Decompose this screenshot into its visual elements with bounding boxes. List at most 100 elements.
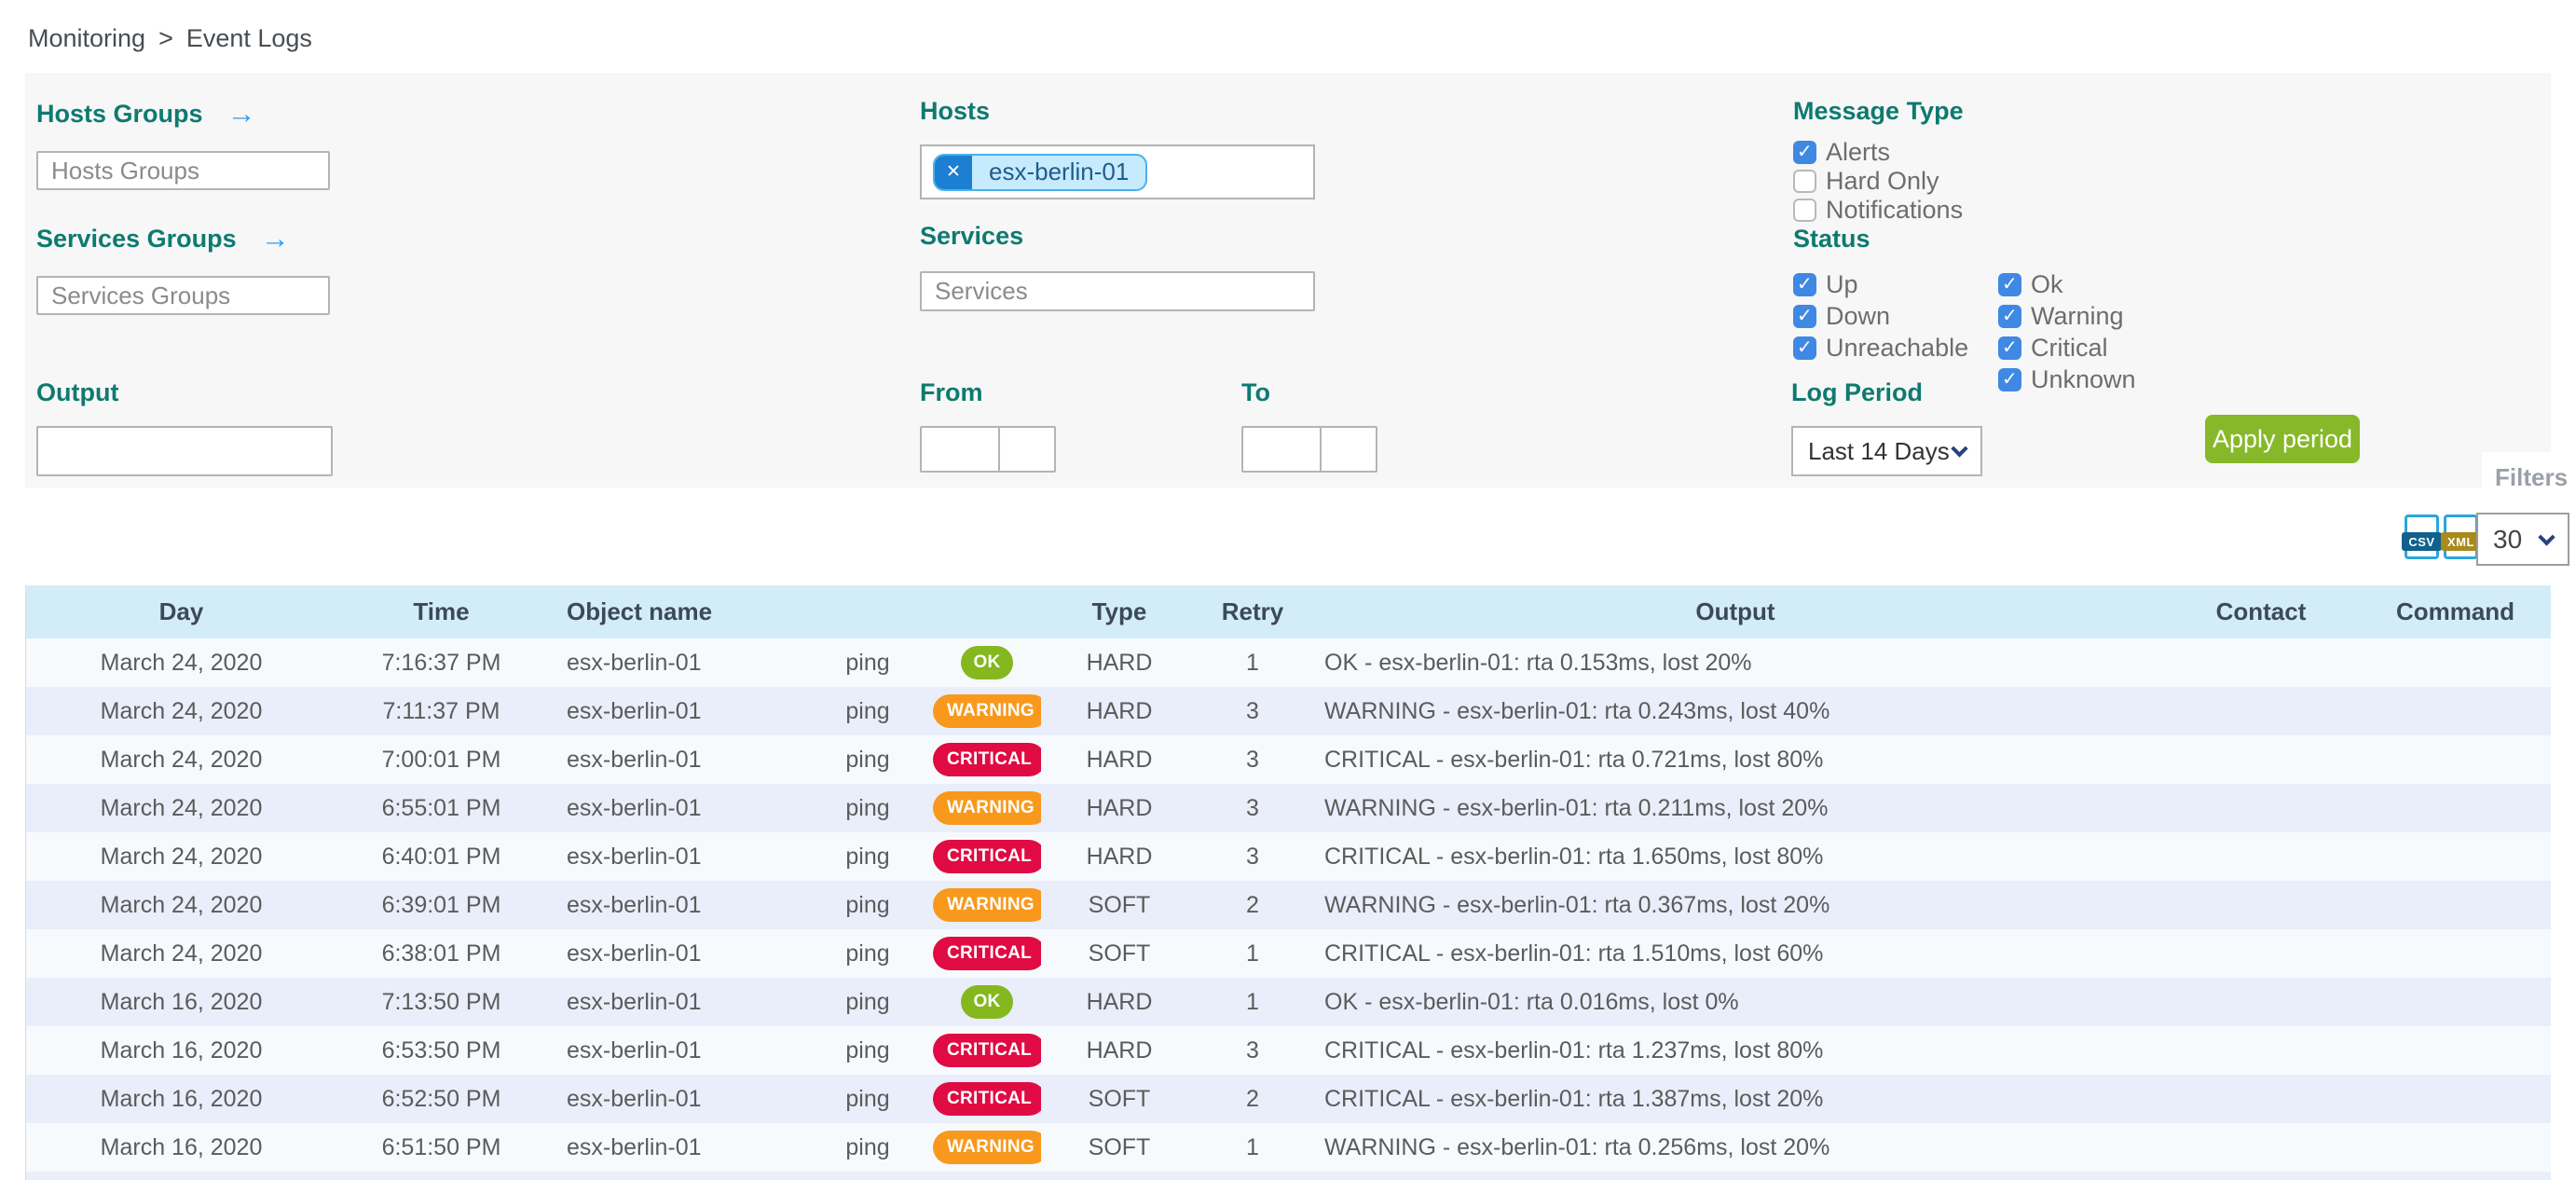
- checkbox-hard-only[interactable]: Hard Only: [1793, 167, 1964, 196]
- cell-time: 7:11:37 PM: [382, 697, 500, 724]
- cell-object-name: esx-berlin-01: [567, 794, 702, 821]
- cell-status: WARNING: [933, 888, 1041, 922]
- hosts-input[interactable]: ✕ esx-berlin-01: [920, 144, 1315, 199]
- cell-output: WARNING - esx-berlin-01: rta 0.211ms, lo…: [1324, 794, 1829, 821]
- cell-day: March 24, 2020: [100, 649, 263, 676]
- cell-day: March 24, 2020: [100, 697, 263, 724]
- checkbox-unreachable[interactable]: Unreachable: [1793, 332, 1998, 364]
- checkbox-label: Up: [1826, 269, 1858, 298]
- xml-export-label: XML: [2441, 532, 2481, 551]
- checkbox-warning[interactable]: Warning: [1998, 300, 2136, 332]
- table-row: March 24, 2020 7:11:37 PM esx-berlin-01 pin…: [26, 687, 2551, 735]
- cell-day: March 16, 2020: [100, 1085, 263, 1112]
- xml-export-icon[interactable]: XML: [2441, 515, 2481, 559]
- checked-checkbox-icon: [1998, 304, 2021, 328]
- status-badge: CRITICAL: [933, 743, 1041, 776]
- apply-period-button[interactable]: Apply period: [2205, 415, 2360, 463]
- page-size-value: 30: [2493, 524, 2523, 554]
- log-period-select[interactable]: Last 14 Days: [1791, 426, 1982, 476]
- csv-export-icon[interactable]: CSV: [2402, 515, 2442, 559]
- status-badge: CRITICAL: [933, 1082, 1041, 1116]
- status-badge: WARNING: [933, 888, 1041, 922]
- cell-time: 6:38:01 PM: [381, 940, 501, 967]
- log-period-value: Last 14 Days: [1808, 436, 1950, 465]
- output-label: Output: [36, 378, 119, 406]
- breadcrumb-separator: >: [158, 24, 173, 52]
- checked-checkbox-icon: [1793, 140, 1816, 164]
- services-input[interactable]: [920, 271, 1315, 311]
- from-group: From: [920, 378, 1056, 473]
- checkbox-down[interactable]: Down: [1793, 300, 1998, 332]
- cell-type: HARD: [1086, 988, 1153, 1015]
- log-period-label: Log Period: [1791, 378, 1923, 406]
- services-group: Services: [920, 222, 1315, 311]
- status-group: Status Up Down Unreachable Ok Warning Critic…: [1793, 225, 2136, 395]
- checkbox-alerts[interactable]: Alerts: [1793, 138, 1964, 167]
- table-row: March 16, 2020 6:51:50 PM esx-berlin-01 pin…: [26, 1123, 2551, 1172]
- from-date-input[interactable]: [920, 426, 1000, 473]
- cell-service: ping: [845, 794, 890, 821]
- cell-retry: 1: [1246, 940, 1259, 967]
- cell-object-name: esx-berlin-01: [567, 649, 702, 676]
- hosts-groups-group: Hosts Groups →: [36, 97, 330, 190]
- table-row: March 24, 2020 7:16:37 PM esx-berlin-01 pin…: [26, 638, 2551, 687]
- filters-tab[interactable]: Filters: [2482, 452, 2576, 503]
- hosts-label: Hosts: [920, 97, 991, 125]
- status-badge: WARNING: [933, 1131, 1041, 1164]
- services-groups-input[interactable]: [36, 276, 330, 315]
- cell-service: ping: [845, 1133, 890, 1160]
- table-row: March 16, 2020 6:52:50 PM esx-berlin-01 pin…: [26, 1075, 2551, 1123]
- hosts-groups-arrow-icon[interactable]: →: [226, 97, 256, 130]
- to-date-input[interactable]: [1241, 426, 1322, 473]
- checkbox-up[interactable]: Up: [1793, 268, 1998, 300]
- cell-output: OK - esx-berlin-01: rta 0.153ms, lost 20…: [1324, 649, 1752, 676]
- cell-object-name: esx-berlin-01: [567, 940, 702, 967]
- cell-type: HARD: [1086, 697, 1153, 724]
- message-type-label: Message Type: [1793, 97, 1964, 125]
- page-size-select[interactable]: 30: [2476, 513, 2569, 566]
- checked-checkbox-icon: [1793, 304, 1816, 328]
- cell-time: 6:51:50 PM: [381, 1133, 501, 1160]
- cell-status: CRITICAL: [933, 743, 1041, 776]
- status-badge: OK: [961, 985, 1013, 1019]
- to-label: To: [1241, 378, 1270, 406]
- cell-service: ping: [845, 940, 890, 967]
- output-input[interactable]: [36, 426, 333, 476]
- checkbox-label: Ok: [2031, 269, 2063, 298]
- column-header-command: Command: [2395, 597, 2515, 625]
- status-badge: CRITICAL: [933, 840, 1041, 873]
- column-header-object-name: Object name: [567, 597, 713, 625]
- checkbox-label: Critical: [2031, 333, 2108, 362]
- breadcrumb-event-logs[interactable]: Event Logs: [185, 24, 312, 52]
- cell-type: SOFT: [1088, 1133, 1151, 1160]
- hosts-groups-input[interactable]: [36, 151, 330, 190]
- cell-service: ping: [845, 988, 890, 1015]
- to-time-input[interactable]: [1320, 426, 1377, 473]
- table-row: March 24, 2020 7:00:01 PM esx-berlin-01 pin…: [26, 735, 2551, 784]
- cell-status: CRITICAL: [933, 1082, 1041, 1116]
- cell-time: 6:52:50 PM: [381, 1085, 501, 1112]
- checkbox-unknown[interactable]: Unknown: [1998, 364, 2136, 395]
- checked-checkbox-icon: [1998, 272, 2021, 296]
- breadcrumb: Monitoring > Event Logs: [28, 24, 312, 53]
- checkbox-critical[interactable]: Critical: [1998, 332, 2136, 364]
- checkbox-notifications[interactable]: Notifications: [1793, 196, 1964, 225]
- status-badge: WARNING: [933, 694, 1041, 728]
- remove-host-tag-icon[interactable]: ✕: [935, 155, 972, 189]
- host-tag-label: esx-berlin-01: [989, 158, 1130, 185]
- cell-type: HARD: [1086, 746, 1153, 773]
- cell-status: WARNING: [933, 1131, 1041, 1164]
- checked-checkbox-icon: [1793, 336, 1816, 360]
- cell-time: 6:40:01 PM: [381, 843, 501, 870]
- cell-type: SOFT: [1088, 891, 1151, 918]
- breadcrumb-monitoring[interactable]: Monitoring: [28, 24, 146, 52]
- cell-object-name: esx-berlin-01: [567, 697, 702, 724]
- from-time-input[interactable]: [998, 426, 1056, 473]
- checked-checkbox-icon: [1998, 336, 2021, 360]
- cell-time: 7:13:50 PM: [381, 988, 501, 1015]
- cell-status: OK: [933, 646, 1041, 679]
- cell-object-name: esx-berlin-01: [567, 1036, 702, 1063]
- checkbox-ok[interactable]: Ok: [1998, 268, 2136, 300]
- services-groups-arrow-icon[interactable]: →: [260, 222, 290, 254]
